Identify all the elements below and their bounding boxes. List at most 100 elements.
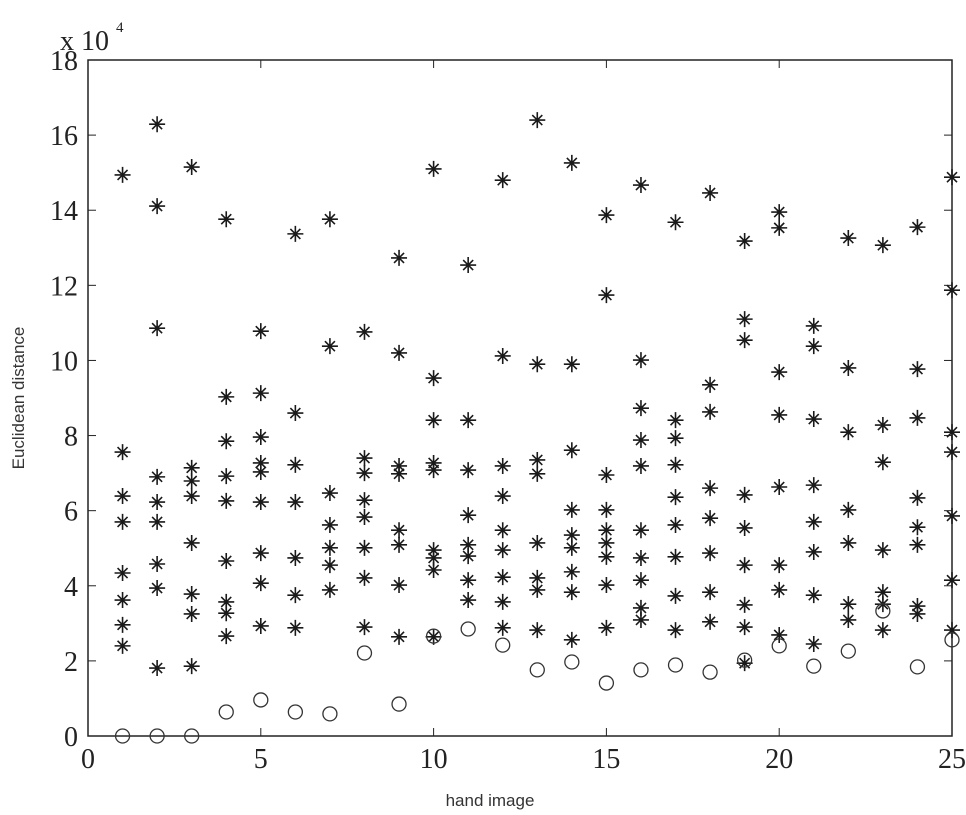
star-point <box>840 534 857 551</box>
star-point <box>114 592 131 609</box>
star-point <box>114 616 131 633</box>
star-point <box>771 581 788 598</box>
star-point <box>736 311 753 328</box>
star-point <box>632 400 649 417</box>
y-tick-label: 4 <box>64 572 78 603</box>
star-point <box>287 587 304 604</box>
circle-point <box>633 662 649 678</box>
star-point <box>805 543 822 560</box>
star-point <box>321 581 338 598</box>
circle-point <box>322 706 338 722</box>
star-point <box>183 658 200 675</box>
star-point <box>183 605 200 622</box>
y-tick-label: 16 <box>50 121 78 152</box>
star-point <box>494 593 511 610</box>
star-point <box>149 320 166 337</box>
star-point <box>149 513 166 530</box>
star-point <box>252 454 269 471</box>
circle-point <box>460 621 476 637</box>
star-point <box>736 332 753 349</box>
circle-point <box>736 652 753 668</box>
star-point <box>874 237 891 254</box>
star-point <box>425 412 442 429</box>
star-point <box>563 501 580 518</box>
star-point <box>736 557 753 574</box>
star-point <box>909 409 926 426</box>
star-point <box>183 488 200 505</box>
star-point <box>840 359 857 376</box>
star-point <box>632 177 649 194</box>
star-point <box>944 622 960 639</box>
star-point <box>356 509 373 526</box>
star-point <box>840 611 857 628</box>
star-point <box>183 159 200 176</box>
star-point <box>391 522 408 539</box>
star-point <box>944 169 960 186</box>
circle-point <box>149 728 165 744</box>
star-point <box>114 565 131 582</box>
star-point <box>771 204 788 221</box>
star-point <box>494 569 511 586</box>
star-point <box>771 626 788 643</box>
star-point <box>356 619 373 636</box>
star-point <box>218 593 235 610</box>
star-point <box>529 622 546 639</box>
star-point <box>598 534 615 551</box>
star-point <box>356 569 373 586</box>
star-point <box>460 572 477 589</box>
star-point <box>425 549 442 566</box>
star-point <box>667 489 684 506</box>
star-point <box>632 549 649 566</box>
star-point <box>494 522 511 539</box>
star-point <box>702 403 719 420</box>
x-tick-label: 20 <box>765 744 793 775</box>
x-tick-label: 0 <box>81 744 95 775</box>
star-point <box>563 356 580 373</box>
star-point <box>114 488 131 505</box>
star-point <box>702 184 719 201</box>
star-point <box>356 492 373 509</box>
star-point <box>425 462 442 479</box>
star-point <box>598 207 615 224</box>
star-point <box>218 388 235 405</box>
circle-point <box>564 654 580 670</box>
circle-point <box>287 704 304 720</box>
star-point <box>287 405 304 422</box>
star-point <box>874 622 891 639</box>
circle-point <box>114 728 131 744</box>
star-point <box>702 510 719 527</box>
star-point <box>944 572 960 589</box>
star-point <box>771 364 788 381</box>
star-point <box>252 494 269 511</box>
star-point <box>840 596 857 613</box>
circle-point <box>702 664 718 680</box>
star-point <box>944 507 960 524</box>
star-point <box>183 459 200 476</box>
star-point <box>218 433 235 450</box>
star-point <box>909 519 926 536</box>
y-axis-label: Euclidean distance <box>9 327 28 470</box>
x-tick-label: 15 <box>592 744 620 775</box>
star-point <box>287 549 304 566</box>
star-point <box>598 577 615 594</box>
star-point <box>563 527 580 544</box>
star-point <box>529 112 546 129</box>
star-point <box>805 477 822 494</box>
star-point <box>494 488 511 505</box>
star-point <box>460 507 477 524</box>
star-point <box>321 516 338 533</box>
star-point <box>598 619 615 636</box>
y-tick-label: 12 <box>50 271 78 302</box>
circle-point <box>944 632 960 648</box>
star-point <box>805 513 822 530</box>
plot-frame <box>87 59 953 737</box>
star-point <box>874 542 891 559</box>
star-point <box>736 619 753 636</box>
star-point <box>494 542 511 559</box>
x-tick-label: 5 <box>254 744 268 775</box>
star-point <box>736 596 753 613</box>
star-point <box>667 622 684 639</box>
star-point <box>736 486 753 503</box>
star-point <box>632 352 649 369</box>
star-point <box>460 412 477 429</box>
